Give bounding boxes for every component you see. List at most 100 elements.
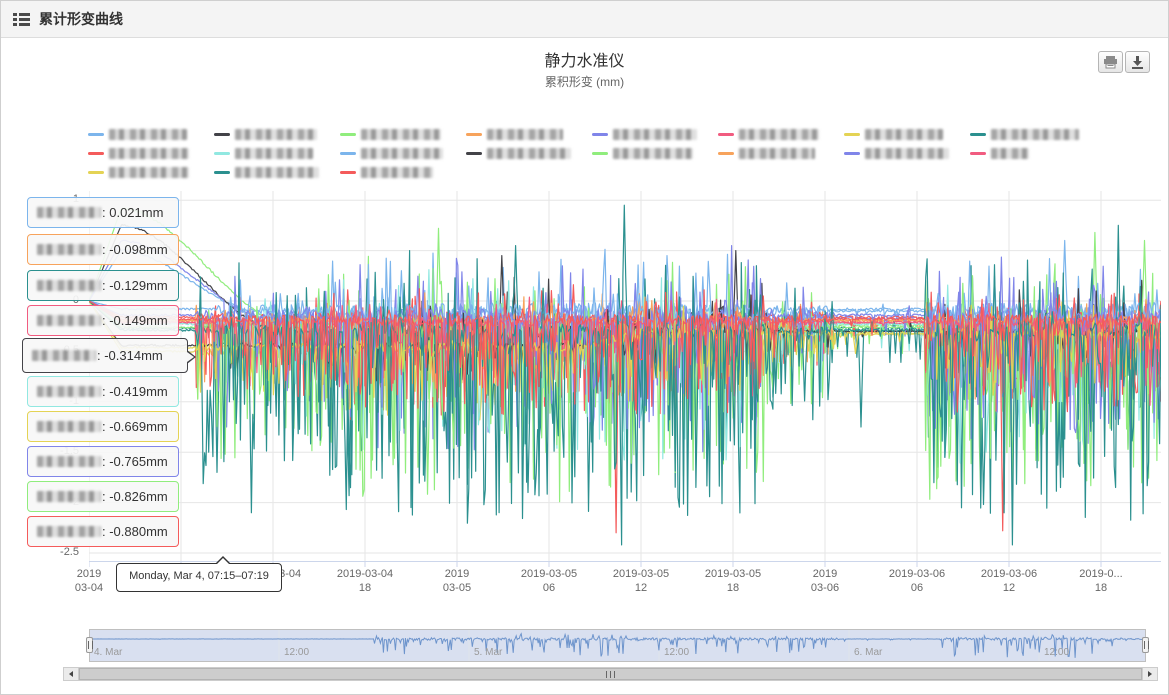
- download-icon: [1132, 55, 1143, 69]
- scrollbar-grip-icon: [605, 671, 616, 678]
- legend-label-redacted: [361, 166, 433, 178]
- panel-header: 累计形变曲线: [1, 1, 1168, 38]
- legend-item[interactable]: [466, 127, 563, 141]
- x-axis-label: 2019-03-05 06: [520, 568, 578, 594]
- legend-label-redacted: [361, 128, 441, 140]
- navigator-right-handle[interactable]: [1142, 637, 1149, 653]
- scrollbar[interactable]: [63, 667, 1158, 681]
- series-line: [89, 288, 1161, 415]
- legend-label-redacted: [865, 128, 943, 140]
- legend-item[interactable]: [718, 127, 819, 141]
- legend-item[interactable]: [214, 127, 317, 141]
- legend-item[interactable]: [970, 127, 1079, 141]
- navigator[interactable]: [89, 629, 1146, 662]
- series-line-icon: [718, 132, 734, 136]
- tooltip-box: : -0.765mm: [27, 446, 179, 477]
- legend-item[interactable]: [340, 146, 443, 160]
- legend-item[interactable]: [88, 146, 189, 160]
- series-line-icon: [466, 151, 482, 155]
- tooltip-value: : -0.314mm: [97, 348, 163, 363]
- legend-label-redacted: [235, 147, 313, 159]
- series-line-icon: [466, 132, 482, 136]
- tooltip-value: : -0.419mm: [102, 384, 168, 399]
- legend-label-redacted: [739, 128, 819, 140]
- legend-item[interactable]: [340, 165, 433, 179]
- series-line-icon: [214, 151, 230, 155]
- scrollbar-right-arrow[interactable]: [1142, 668, 1157, 680]
- legend-item[interactable]: [340, 127, 441, 141]
- navigator-label: 12:00: [284, 647, 310, 658]
- series-line-icon: [844, 151, 860, 155]
- tooltip-series-name-redacted: [37, 421, 101, 432]
- legend-label-redacted: [361, 147, 443, 159]
- series-line-icon: [718, 151, 734, 155]
- navigator-label: 12:00: [1044, 647, 1070, 658]
- tooltip-box: : 0.021mm: [27, 197, 179, 228]
- legend-item[interactable]: [970, 146, 1029, 160]
- navigator-label: 6. Mar: [854, 647, 883, 658]
- tooltip-box: : -0.419mm: [27, 376, 179, 407]
- scrollbar-left-arrow[interactable]: [64, 668, 79, 680]
- legend-item[interactable]: [88, 127, 187, 141]
- tooltip-series-name-redacted: [32, 350, 96, 361]
- series-line-icon: [340, 170, 356, 174]
- series-line-icon: [214, 132, 230, 136]
- tooltip-pointer-icon: [187, 352, 194, 362]
- series-line-icon: [88, 132, 104, 136]
- tooltip-box: : -0.149mm: [27, 305, 179, 336]
- legend-item[interactable]: [844, 146, 949, 160]
- tooltip-box: : -0.669mm: [27, 411, 179, 442]
- tooltip-series-name-redacted: [37, 315, 101, 326]
- tooltip-series-name-redacted: [37, 526, 101, 537]
- tooltip-box: : -0.880mm: [27, 516, 179, 547]
- tooltip-series-name-redacted: [37, 456, 101, 467]
- tooltip-value: : -0.765mm: [102, 454, 168, 469]
- tooltip-value: : -0.129mm: [102, 278, 168, 293]
- x-axis-label: 2019 03-04: [74, 568, 104, 594]
- navigator-label: 4. Mar: [94, 647, 123, 658]
- legend-item[interactable]: [214, 146, 313, 160]
- tooltip-value: : -0.880mm: [102, 524, 168, 539]
- legend-item[interactable]: [592, 146, 693, 160]
- legend-label-redacted: [613, 128, 697, 140]
- tooltip-value: : -0.826mm: [102, 489, 168, 504]
- legend-label-redacted: [235, 166, 319, 178]
- legend-item[interactable]: [88, 165, 189, 179]
- tooltip-date-text: Monday, Mar 4, 07:15–07:19: [129, 570, 269, 582]
- main-plot-area[interactable]: [89, 191, 1161, 568]
- series-line-icon: [970, 132, 986, 136]
- legend-label-redacted: [109, 166, 189, 178]
- tooltip-box: : -0.129mm: [27, 270, 179, 301]
- legend-item[interactable]: [466, 146, 571, 160]
- list-icon: [13, 12, 30, 26]
- legend-label-redacted: [865, 147, 949, 159]
- x-axis-label: 2019 03-05: [442, 568, 472, 594]
- tooltip-box: : -0.826mm: [27, 481, 179, 512]
- scrollbar-thumb[interactable]: [79, 668, 1142, 680]
- legend-label-redacted: [613, 147, 693, 159]
- tooltip-value: : -0.669mm: [102, 419, 168, 434]
- series-line-icon: [88, 170, 104, 174]
- chart-title: 静力水准仪: [544, 53, 625, 70]
- x-axis-label: 2019-03-05 18: [704, 568, 762, 594]
- tooltip-series-name-redacted: [37, 280, 101, 291]
- navigator-label: 5. Mar: [474, 647, 503, 658]
- legend-label-redacted: [739, 147, 815, 159]
- x-axis-label: 2019 03-06: [810, 568, 840, 594]
- printer-icon: [1104, 55, 1117, 68]
- x-axis-label: 2019-03-06 12: [980, 568, 1038, 594]
- legend-label-redacted: [991, 147, 1029, 159]
- legend-label-redacted: [109, 128, 187, 140]
- legend-item[interactable]: [718, 146, 815, 160]
- print-button[interactable]: [1098, 51, 1123, 73]
- series-line-icon: [340, 132, 356, 136]
- legend-item[interactable]: [592, 127, 697, 141]
- download-button[interactable]: [1125, 51, 1150, 73]
- series-line-icon: [214, 170, 230, 174]
- legend-item[interactable]: [844, 127, 943, 141]
- tooltip-box: : -0.098mm: [27, 234, 179, 265]
- navigator-left-handle[interactable]: [86, 637, 93, 653]
- legend-item[interactable]: [214, 165, 319, 179]
- tooltip-date-box: Monday, Mar 4, 07:15–07:19: [116, 556, 282, 592]
- panel-title: 累计形变曲线: [39, 11, 123, 27]
